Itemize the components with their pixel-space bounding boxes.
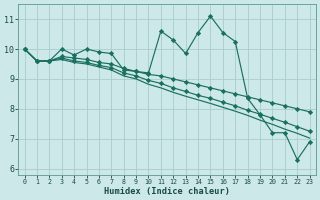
X-axis label: Humidex (Indice chaleur): Humidex (Indice chaleur) xyxy=(104,187,230,196)
